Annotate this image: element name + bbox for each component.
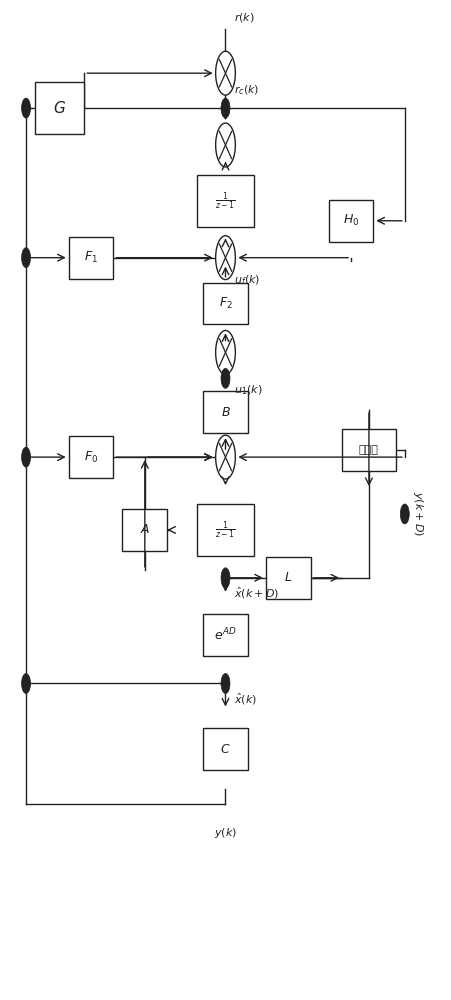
Text: $y(k)$: $y(k)$	[214, 826, 237, 840]
Bar	[266, 557, 311, 599]
Circle shape	[22, 248, 31, 268]
Text: $H_0$: $H_0$	[343, 213, 359, 228]
Text: $L$: $L$	[284, 571, 292, 584]
Text: $y(k+D)$: $y(k+D)$	[411, 491, 425, 537]
Text: $F_1$: $F_1$	[84, 250, 98, 265]
Text: $B$: $B$	[221, 406, 230, 419]
Text: $\hat{x}(k)$: $\hat{x}(k)$	[235, 691, 258, 707]
Circle shape	[221, 674, 230, 693]
Circle shape	[400, 504, 409, 524]
Bar	[342, 429, 396, 471]
Bar	[69, 436, 114, 478]
Text: $r_c(k)$: $r_c(k)$	[235, 84, 260, 97]
Bar	[198, 504, 253, 556]
Bar	[203, 728, 248, 770]
Text: $F_2$: $F_2$	[219, 296, 232, 311]
Text: $u_1(k)$: $u_1(k)$	[235, 383, 263, 397]
Text: $\hat{x}(k+D)$: $\hat{x}(k+D)$	[235, 586, 280, 601]
Circle shape	[22, 98, 31, 118]
Bar	[203, 614, 248, 656]
Bar	[203, 283, 248, 324]
Text: $r(k)$: $r(k)$	[235, 11, 255, 24]
Text: $G$: $G$	[53, 100, 66, 116]
Circle shape	[221, 568, 230, 588]
Text: $C$: $C$	[220, 743, 231, 756]
Text: $u_f(k)$: $u_f(k)$	[235, 274, 261, 287]
Circle shape	[221, 368, 230, 388]
Bar	[122, 509, 167, 551]
Circle shape	[216, 123, 235, 167]
Circle shape	[216, 236, 235, 280]
Text: $\frac{1}{z-1}$: $\frac{1}{z-1}$	[215, 519, 236, 541]
Text: $\frac{1}{z-1}$: $\frac{1}{z-1}$	[215, 190, 236, 212]
Bar	[329, 200, 373, 242]
Circle shape	[22, 674, 31, 693]
Bar	[69, 237, 114, 279]
Bar	[203, 391, 248, 433]
Bar	[198, 175, 253, 227]
Text: $e^{AD}$: $e^{AD}$	[214, 626, 237, 643]
Text: 温控器: 温控器	[359, 445, 379, 455]
Circle shape	[216, 330, 235, 374]
Bar	[35, 82, 84, 134]
Text: $F_0$: $F_0$	[84, 450, 98, 465]
Circle shape	[216, 435, 235, 479]
Text: $A$: $A$	[140, 523, 150, 536]
Circle shape	[216, 51, 235, 95]
Circle shape	[22, 447, 31, 467]
Circle shape	[221, 98, 230, 118]
